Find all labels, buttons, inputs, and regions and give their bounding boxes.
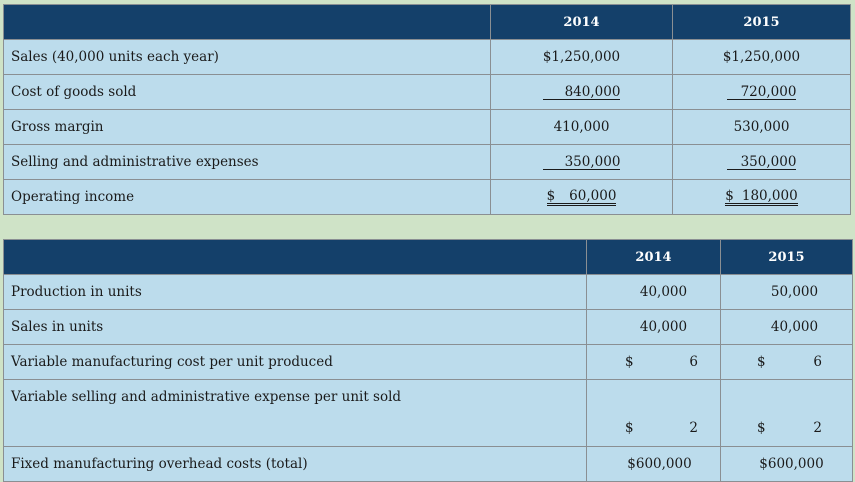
value-2015: 40,000: [720, 309, 853, 345]
row-label: Variable selling and administrative expe…: [3, 379, 587, 447]
header-blank: [3, 239, 587, 275]
row-label: Selling and administrative expenses: [3, 144, 491, 180]
header-2014: 2014: [490, 4, 673, 40]
header-2014: 2014: [586, 239, 721, 275]
value-2015: $180,000: [672, 179, 851, 215]
value-2014: $2: [586, 379, 721, 447]
value-2014: 350,000: [490, 144, 673, 180]
value-2015: $1,250,000: [672, 39, 851, 75]
table-row: Sales in units 40,000 40,000: [3, 309, 853, 345]
value-2014: 40,000: [586, 309, 721, 345]
table-row: Variable manufacturing cost per unit pro…: [3, 344, 853, 380]
value-2014: $6: [586, 344, 721, 380]
table-row: Gross margin 410,000 530,000: [3, 109, 851, 145]
value-2014: $60,000: [490, 179, 673, 215]
table-row: Operating income $60,000 $180,000: [3, 179, 851, 215]
row-label: Production in units: [3, 274, 587, 310]
header-2015: 2015: [672, 4, 851, 40]
table-row: Sales (40,000 units each year) $1,250,00…: [3, 39, 851, 75]
value-2014: 840,000: [490, 74, 673, 110]
table-row: Variable selling and administrative expe…: [3, 379, 853, 447]
income-statement-table: 2014 2015 Sales (40,000 units each year)…: [3, 4, 851, 215]
header-row: 2014 2015: [3, 239, 853, 275]
header-blank: [3, 4, 491, 40]
table-row: Cost of goods sold 840,000 720,000: [3, 74, 851, 110]
value-2014: $1,250,000: [490, 39, 673, 75]
value-2014: 40,000: [586, 274, 721, 310]
row-label: Cost of goods sold: [3, 74, 491, 110]
header-row: 2014 2015: [3, 4, 851, 40]
row-label: Operating income: [3, 179, 491, 215]
production-data-table: 2014 2015 Production in units 40,000 50,…: [3, 239, 853, 482]
value-2014: 410,000: [490, 109, 673, 145]
row-label: Fixed manufacturing overhead costs (tota…: [3, 446, 587, 482]
value-2014: $600,000: [586, 446, 721, 482]
value-2015: $600,000: [720, 446, 853, 482]
value-2015: 530,000: [672, 109, 851, 145]
value-2015: 350,000: [672, 144, 851, 180]
row-label: Sales (40,000 units each year): [3, 39, 491, 75]
table-row: Fixed manufacturing overhead costs (tota…: [3, 446, 853, 482]
table-row: Production in units 40,000 50,000: [3, 274, 853, 310]
row-label: Sales in units: [3, 309, 587, 345]
value-2015: $2: [720, 379, 853, 447]
value-2015: $6: [720, 344, 853, 380]
value-2015: 720,000: [672, 74, 851, 110]
row-label: Variable manufacturing cost per unit pro…: [3, 344, 587, 380]
header-2015: 2015: [720, 239, 853, 275]
table-row: Selling and administrative expenses 350,…: [3, 144, 851, 180]
row-label: Gross margin: [3, 109, 491, 145]
value-2015: 50,000: [720, 274, 853, 310]
